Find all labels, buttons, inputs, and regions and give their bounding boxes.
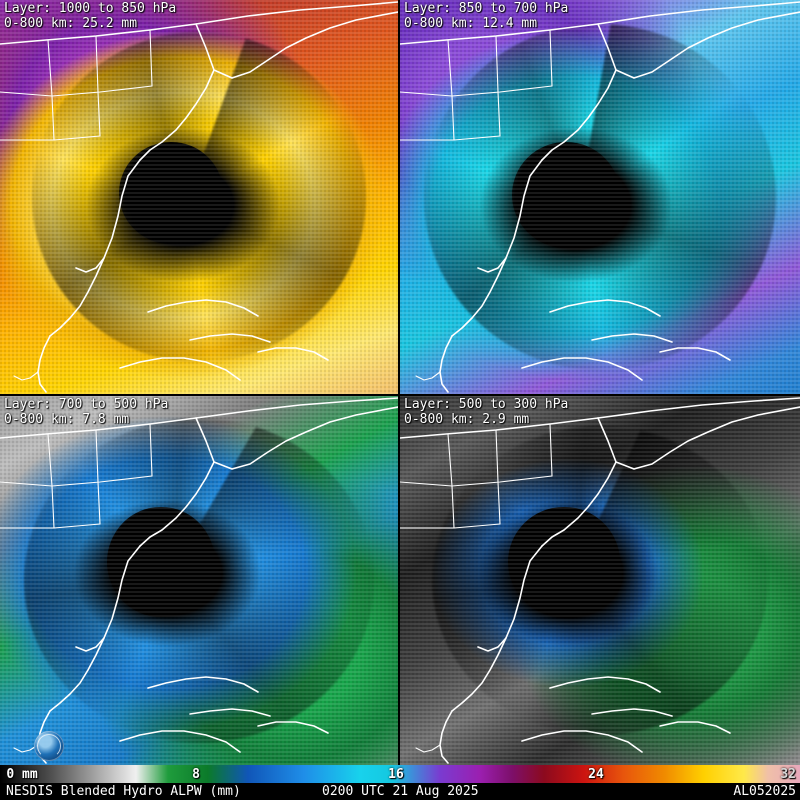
panel-caption: Layer: 700 to 500 hPa 0-800 km: 7.8 mm xyxy=(4,397,168,427)
noaa-logo-icon xyxy=(34,731,64,761)
satellite-field-1000-850 xyxy=(0,0,398,394)
panel-value-label: 0-800 km: 12.4 mm xyxy=(404,16,538,31)
product-timestamp: 0200 UTC 21 Aug 2025 xyxy=(322,784,479,799)
satellite-field-500-300 xyxy=(400,396,800,765)
product-title: NESDIS Blended Hydro ALPW (mm) xyxy=(6,784,241,799)
status-bar: NESDIS Blended Hydro ALPW (mm) 0200 UTC … xyxy=(0,783,800,800)
panel-caption: Layer: 850 to 700 hPa 0-800 km: 12.4 mm xyxy=(404,1,568,31)
panel-value-label: 0-800 km: 2.9 mm xyxy=(404,412,530,427)
panel-caption: Layer: 1000 to 850 hPa 0-800 km: 25.2 mm xyxy=(4,1,176,31)
raster-speckle xyxy=(400,396,800,765)
panel-layer-label: Layer: 700 to 500 hPa xyxy=(4,397,169,412)
satellite-field-700-500 xyxy=(0,396,398,765)
coastline-overlay xyxy=(0,0,398,394)
colorbar-tick-32: 32 xyxy=(780,767,796,782)
panel-value-label: 0-800 km: 7.8 mm xyxy=(4,412,130,427)
panel-divider-horizontal-right xyxy=(400,394,800,396)
panel-layer-label: Layer: 500 to 300 hPa xyxy=(404,397,569,412)
raster-speckle xyxy=(0,396,398,765)
colorbar-tick-24: 24 xyxy=(588,767,604,782)
panel-value-label: 0-800 km: 25.2 mm xyxy=(4,16,138,31)
colorbar: 0 mm 8 16 24 32 xyxy=(0,765,800,783)
coastline-overlay xyxy=(400,0,800,394)
coastline-overlay xyxy=(0,396,398,765)
panel-layer-label: Layer: 850 to 700 hPa xyxy=(404,1,569,16)
panel-layer-label: Layer: 1000 to 850 hPa xyxy=(4,1,177,16)
panel-divider-vertical-top xyxy=(398,0,400,394)
colorbar-gradient xyxy=(0,765,800,783)
panel-850-700[interactable]: Layer: 850 to 700 hPa 0-800 km: 12.4 mm xyxy=(400,0,800,394)
colorbar-tick-0: 0 mm xyxy=(6,767,38,782)
coastline-overlay xyxy=(400,396,800,765)
panel-grid: Layer: 1000 to 850 hPa 0-800 km: 25.2 mm xyxy=(0,0,800,765)
satellite-field-850-700 xyxy=(400,0,800,394)
panel-divider-vertical-bottom xyxy=(398,396,400,765)
colorbar-tick-labels: 0 mm 8 16 24 32 xyxy=(0,765,800,783)
panel-caption: Layer: 500 to 300 hPa 0-800 km: 2.9 mm xyxy=(404,397,568,427)
panel-500-300[interactable]: Layer: 500 to 300 hPa 0-800 km: 2.9 mm xyxy=(400,396,800,765)
panel-700-500[interactable]: Layer: 700 to 500 hPa 0-800 km: 7.8 mm xyxy=(0,396,398,765)
colorbar-tick-8: 8 xyxy=(192,767,200,782)
panel-divider-center xyxy=(398,394,400,396)
panel-divider-horizontal-left xyxy=(0,394,398,396)
panel-1000-850[interactable]: Layer: 1000 to 850 hPa 0-800 km: 25.2 mm xyxy=(0,0,398,394)
colorbar-tick-16: 16 xyxy=(388,767,404,782)
raster-speckle xyxy=(0,0,398,394)
storm-id: AL052025 xyxy=(733,784,796,799)
raster-speckle xyxy=(400,0,800,394)
